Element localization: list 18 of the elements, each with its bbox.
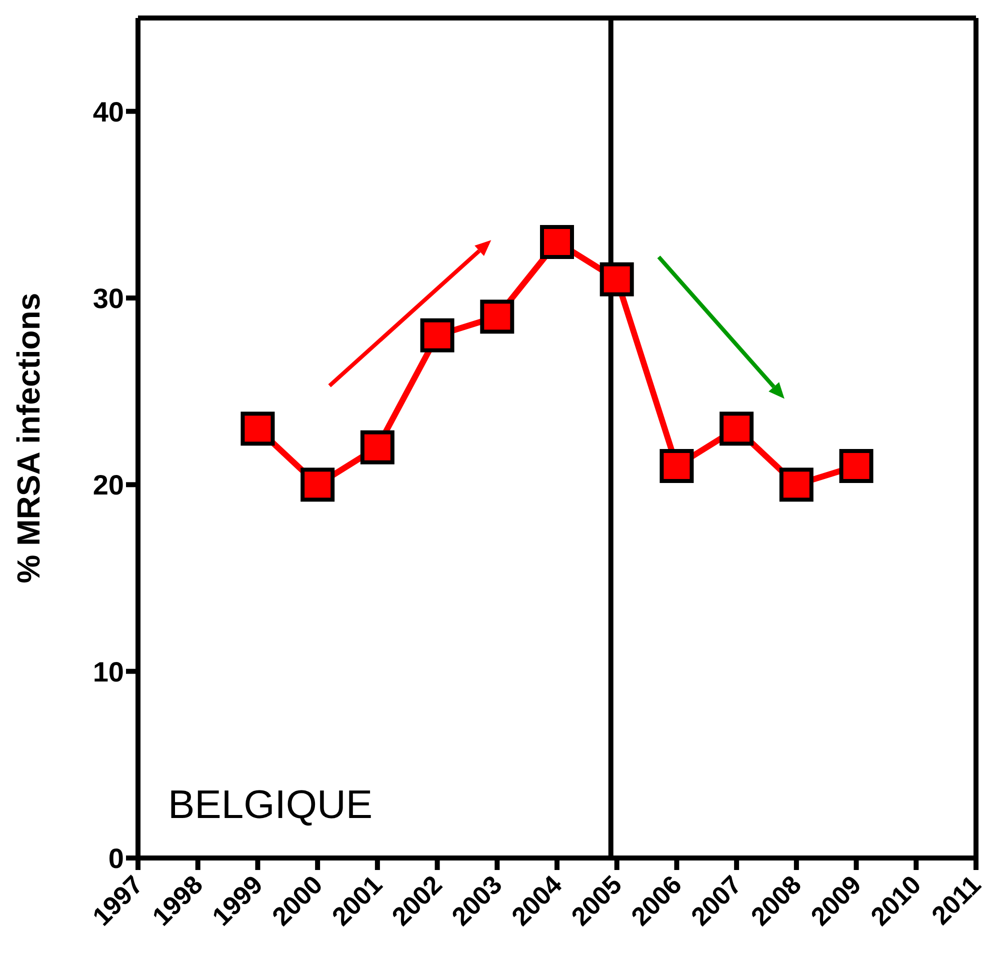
y-tick-label: 40	[92, 96, 124, 128]
point	[779, 468, 814, 502]
y-tick-label: 30	[92, 282, 124, 314]
point	[420, 318, 454, 352]
point	[720, 412, 754, 446]
point	[360, 430, 394, 464]
point	[480, 300, 514, 334]
y-tick-label: 0	[108, 842, 124, 874]
point	[300, 468, 335, 502]
point	[839, 449, 874, 483]
point	[240, 412, 275, 446]
y-tick-label: 20	[92, 470, 124, 501]
point	[600, 262, 634, 296]
y-tick-label: 10	[92, 656, 124, 688]
point	[660, 449, 694, 483]
annotation: BELGIQUE	[168, 783, 373, 827]
point	[540, 225, 574, 259]
y-axis-title: % MRSA infections	[10, 292, 46, 584]
